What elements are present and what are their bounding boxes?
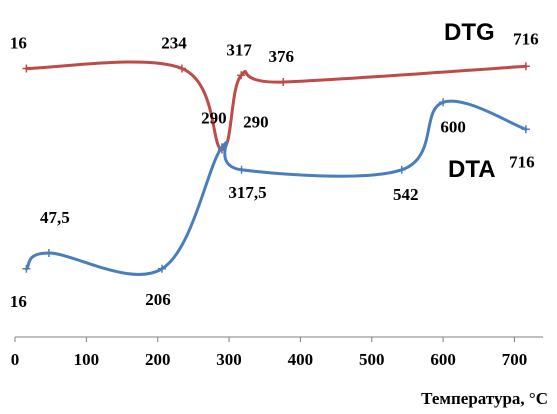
dta-marker [22,264,31,273]
x-axis-title: Температура, °C [421,389,548,408]
dta-point-label: 542 [393,185,419,204]
dtg-point-label: 290 [201,109,227,128]
dta-marker [397,165,406,174]
x-tick-label: 200 [145,350,171,369]
dta-point-label: 290 [243,112,269,131]
dtg-point-label: 376 [269,47,295,66]
dta-marker [157,264,166,273]
dta-point-label: 716 [509,152,535,171]
dtg-marker [177,64,186,73]
x-tick-label: 0 [11,350,20,369]
dta-point-label: 47,5 [40,208,70,227]
series-layer [22,60,530,276]
dtg-marker [237,71,246,80]
dta-marker [217,143,226,152]
dtg-series-line [24,60,528,151]
x-tick-label: 300 [216,350,242,369]
dta-point-label: 317,5 [228,183,266,202]
x-tick-label: 600 [430,350,456,369]
x-tick-label: 400 [288,350,314,369]
dta-marker [44,249,53,257]
dta-series-line [24,99,528,276]
label-layer: 16 234 290 317 376 716 DTG 16 47,5 206 290 317,5 542… [10,19,539,311]
dtg-point-label: 716 [513,29,539,48]
dta-point-label: 206 [145,290,171,309]
x-tick-label: 100 [74,350,100,369]
x-tick-label: 700 [502,350,528,369]
dta-series-name: DTA [448,156,496,183]
dtg-marker [279,78,288,86]
dtg-series-name: DTG [444,19,495,46]
dtg-point-label: 317 [226,40,252,59]
dta-point-label: 600 [440,117,466,136]
dtg-point-label: 234 [161,34,187,53]
dta-marker [237,165,246,174]
x-tick-label: 500 [359,350,385,369]
x-ticks: 0 100 200 300 400 500 600 700 [11,337,527,369]
dta-marker [439,98,448,107]
dta-marker [521,125,530,134]
dtg-marker [521,62,530,71]
dtg-marker [22,64,31,73]
dtg-point-label: 16 [10,34,27,53]
dta-point-label: 16 [10,292,27,311]
